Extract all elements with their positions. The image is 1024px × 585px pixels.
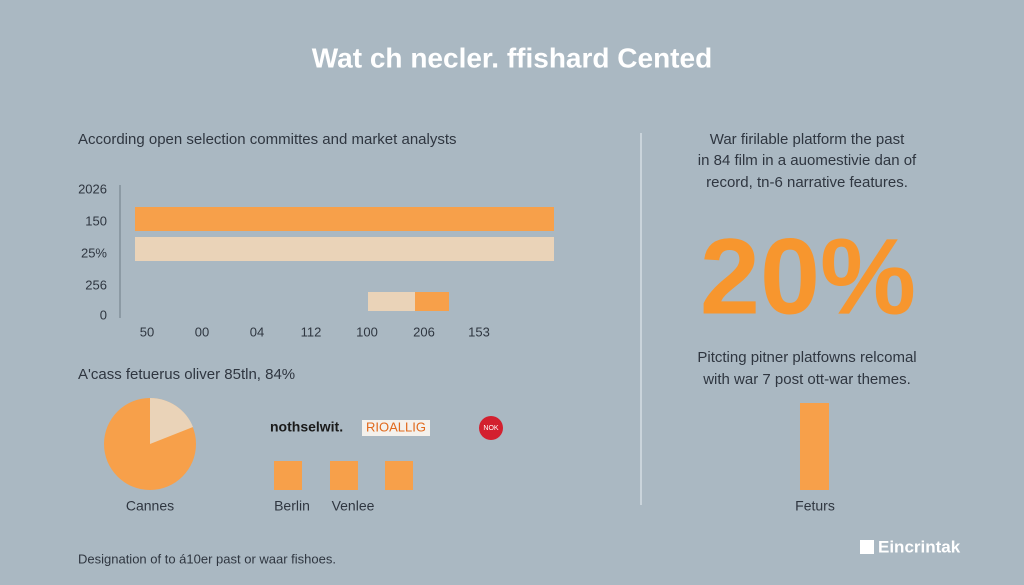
left-heading: According open selection committes and m…	[78, 131, 457, 148]
y-labels: 2026 150 25% 256 0	[78, 181, 107, 322]
logo: RIOALLIG	[366, 419, 426, 434]
logo: nothselwit.	[270, 419, 343, 435]
y-label: 256	[85, 277, 107, 292]
festival-label: Venlee	[332, 498, 375, 514]
pie-slice	[150, 397, 193, 444]
left-subheading: A'cass fetuerus oliver 85tln, 84%	[78, 366, 295, 383]
brand-icon	[860, 540, 874, 554]
bar-label: Feturs	[795, 498, 835, 514]
intro-line: record, tn-6 narrative features.	[706, 174, 908, 191]
x-label: 100	[356, 324, 378, 339]
logo-box	[362, 420, 430, 436]
x-label: 04	[250, 324, 264, 339]
x-label: 112	[301, 324, 322, 339]
x-label: 00	[195, 324, 209, 339]
brand: Eincrintak	[878, 537, 961, 556]
caption-line: with war 7 post ott-war themes.	[702, 371, 911, 388]
bar	[368, 292, 415, 311]
footer: Designation of to á10er past or waar fis…	[78, 551, 336, 566]
bar	[415, 292, 449, 311]
intro-line: War firilable platform the past	[710, 131, 905, 148]
y-label: 0	[100, 307, 107, 322]
x-label: 50	[140, 324, 154, 339]
caption-line: Pitcting pitner platfowns relcomal	[697, 349, 916, 366]
bar	[135, 237, 554, 261]
festival-label: Berlin	[274, 498, 310, 514]
square	[274, 461, 302, 490]
y-label: 2026	[78, 181, 107, 196]
square	[330, 461, 358, 490]
x-label: 206	[413, 324, 435, 339]
y-label: 150	[85, 213, 107, 228]
x-labels: 50 00 04 112 100 206 153	[140, 324, 490, 339]
title: Wat ch necler. ffishard Cented	[312, 42, 712, 73]
bar	[800, 403, 829, 490]
x-label: 153	[468, 324, 490, 339]
logo: NOK	[483, 425, 499, 432]
logo-circle	[479, 416, 503, 440]
pie-label: Cannes	[126, 498, 174, 514]
y-label: 25%	[81, 245, 107, 260]
big-stat: 20%	[700, 216, 916, 337]
square	[385, 461, 413, 490]
bar	[135, 207, 554, 231]
intro-line: in 84 film in a auomestivie dan of	[698, 152, 917, 169]
